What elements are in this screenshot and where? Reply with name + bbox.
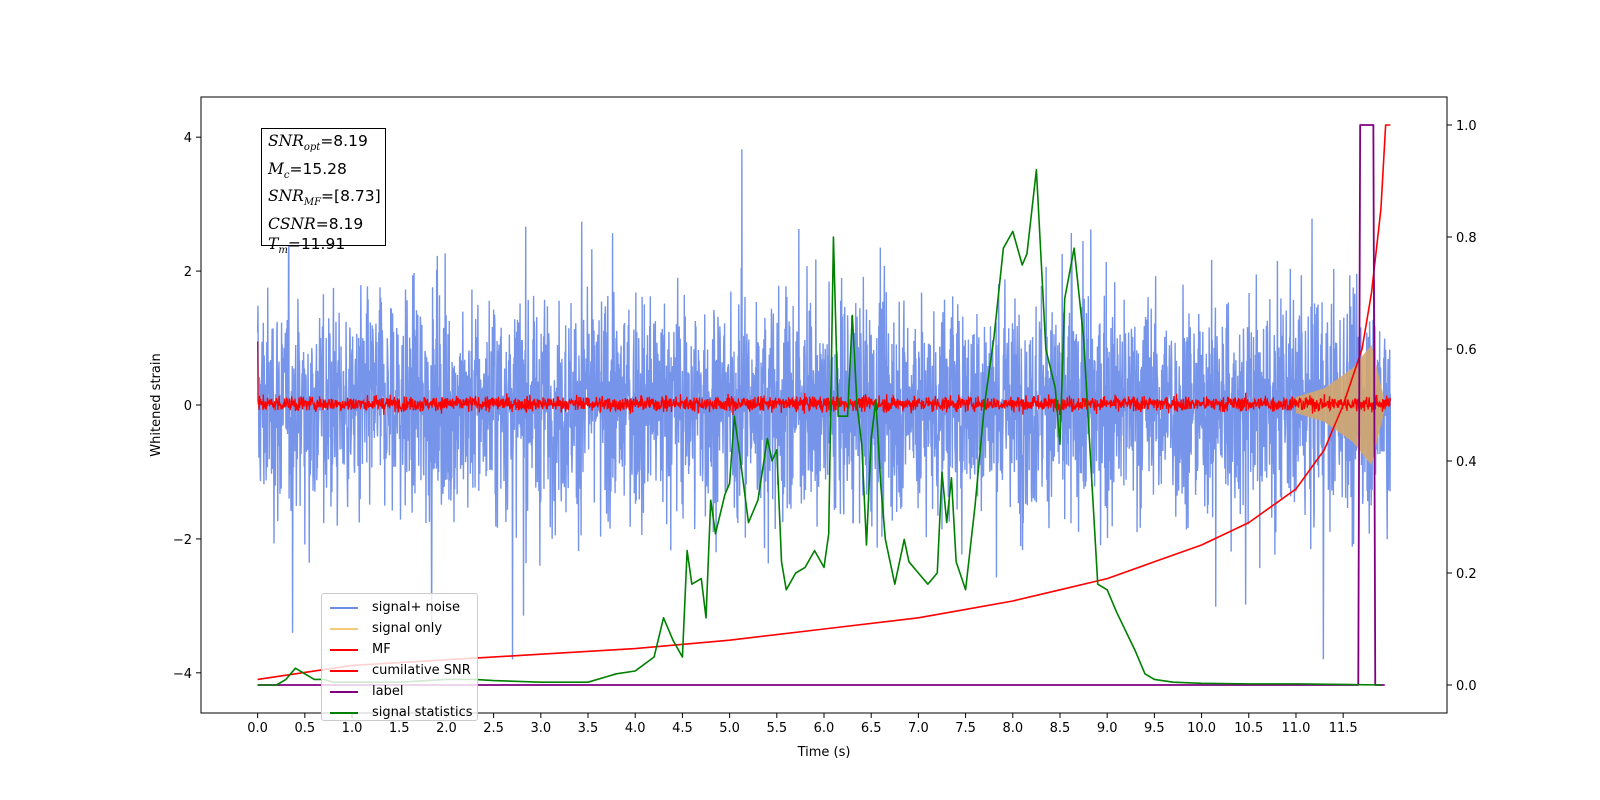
series-signal-noise — [256, 149, 1392, 660]
x-tick-label: 8.5 — [1050, 721, 1071, 736]
x-tick-label: 1.0 — [342, 721, 363, 736]
x-tick-label: 5.5 — [766, 721, 787, 736]
legend-swatch — [330, 606, 358, 609]
y2-tick-label: 0.2 — [1456, 567, 1477, 582]
x-tick-label: 9.0 — [1097, 721, 1118, 736]
info-snr-mf: SNRMF=[8.73] — [268, 187, 381, 209]
info-tm: Tm=11.91 — [268, 235, 346, 257]
y-axis: −4 −2 0 2 4 — [173, 131, 201, 682]
x-tick-label: 3.0 — [530, 721, 551, 736]
x-tick-label: 3.5 — [578, 721, 599, 736]
legend: signal+ noise signal only MF cumilative … — [321, 593, 478, 721]
x-tick-label: 10.5 — [1234, 721, 1263, 736]
info-snr-opt: SNRopt=8.19 — [268, 132, 368, 154]
x-tick-label: 6.0 — [814, 721, 835, 736]
x-tick-label: 5.0 — [719, 721, 740, 736]
legend-swatch — [330, 648, 358, 651]
y2-tick-label: 1.0 — [1456, 119, 1477, 134]
snr-info-box: SNRopt=8.19 Mc=15.28 SNRMF=[8.73] CSNR=8… — [261, 128, 386, 256]
series-signal-statistics — [257, 169, 1381, 686]
legend-item-signal-only: signal only — [330, 618, 471, 639]
y-tick-label: −4 — [173, 667, 192, 682]
info-csnr: CSNR=8.19 — [268, 214, 364, 233]
x-tick-label: 0.0 — [247, 721, 268, 736]
legend-swatch — [330, 711, 358, 714]
x-tick-label: 1.5 — [389, 721, 410, 736]
x-tick-label: 9.5 — [1144, 721, 1165, 736]
legend-swatch — [330, 669, 358, 672]
legend-item-signal-statistics: signal statistics — [330, 702, 473, 723]
series-cumulative-snr — [257, 124, 1391, 681]
y-axis-label: Whitened strain — [149, 353, 164, 456]
x-tick-label: 7.5 — [955, 721, 976, 736]
legend-swatch — [330, 627, 358, 630]
y2-tick-label: 0.0 — [1456, 679, 1477, 694]
series-mf — [256, 341, 1392, 416]
series-signal-only — [1295, 344, 1386, 466]
x-tick-label: 6.5 — [861, 721, 882, 736]
legend-item-label: label — [330, 681, 471, 702]
y-tick-label: 2 — [184, 265, 192, 280]
x-tick-label: 11.5 — [1329, 721, 1358, 736]
y2-tick-label: 0.6 — [1456, 343, 1477, 358]
x-tick-label: 4.0 — [625, 721, 646, 736]
x-tick-label: 11.0 — [1281, 721, 1310, 736]
legend-item-cumulative-snr: cumilative SNR — [330, 660, 471, 681]
y-tick-label: −2 — [173, 533, 192, 548]
y2-tick-label: 0.8 — [1456, 231, 1477, 246]
series-layer — [256, 124, 1392, 686]
x-tick-label: 8.0 — [1002, 721, 1023, 736]
x-tick-label: 10.0 — [1187, 721, 1216, 736]
x-axis: 0.0 0.5 1.0 1.5 2.0 2.5 3.0 3.5 4.0 4.5 5.0 5.5 6.0 6… — [247, 713, 1358, 736]
y2-axis: 0.0 0.2 0.4 0.6 0.8 1.0 — [1447, 119, 1477, 694]
y-tick-label: 4 — [184, 131, 192, 146]
x-tick-label: 2.5 — [483, 721, 504, 736]
legend-item-mf: MF — [330, 639, 471, 660]
x-tick-label: 7.0 — [908, 721, 929, 736]
x-tick-label: 2.0 — [436, 721, 457, 736]
x-axis-label: Time (s) — [797, 745, 851, 760]
legend-swatch — [330, 690, 358, 693]
info-chirp-mass: Mc=15.28 — [268, 159, 347, 181]
y-tick-label: 0 — [184, 399, 192, 414]
x-tick-label: 4.5 — [672, 721, 693, 736]
y2-tick-label: 0.4 — [1456, 455, 1477, 470]
x-tick-label: 0.5 — [294, 721, 315, 736]
legend-item-signal-noise: signal+ noise — [330, 597, 471, 618]
